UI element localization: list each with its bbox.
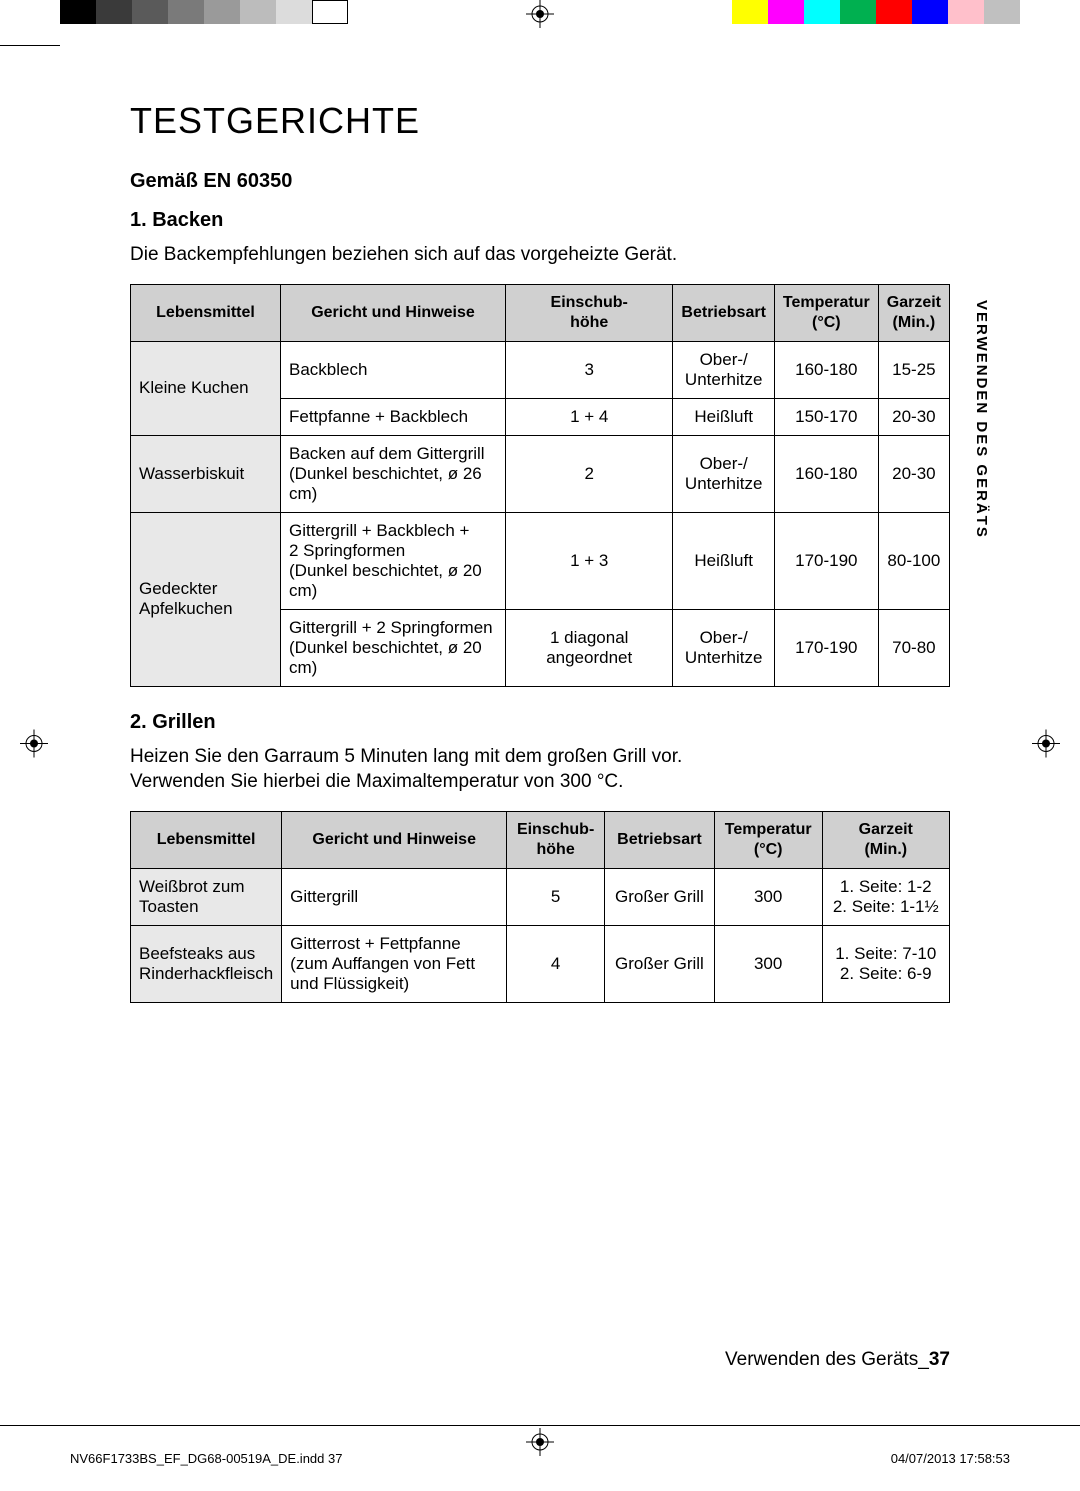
table-row: Beefsteaks aus RinderhackfleischGitterro… — [131, 925, 950, 1002]
footer-page-number: 37 — [929, 1349, 950, 1370]
color-swatch — [912, 0, 948, 24]
cell-time: 70-80 — [878, 609, 949, 686]
footer-timestamp: 04/07/2013 17:58:53 — [891, 1451, 1010, 1466]
cell-temp: 160-180 — [774, 341, 878, 398]
footer-filename: NV66F1733BS_EF_DG68-00519A_DE.indd 37 — [70, 1451, 342, 1466]
color-swatch — [948, 0, 984, 24]
cell-dish: Fettpfanne + Backblech — [281, 398, 506, 435]
color-swatch — [840, 0, 876, 24]
cell-mode: Ober-/Unterhitze — [673, 609, 774, 686]
page-title: TESTGERICHTE — [130, 100, 950, 142]
cell-mode: Heißluft — [673, 398, 774, 435]
cell-temp: 300 — [714, 868, 822, 925]
footer-page-label: Verwenden des Geräts_37 — [725, 1349, 950, 1371]
cell-dish: Gitterrost + Fettpfanne(zum Auffangen vo… — [282, 925, 507, 1002]
color-swatch — [312, 0, 348, 24]
color-swatch — [240, 0, 276, 24]
color-swatch — [168, 0, 204, 24]
color-swatch — [60, 0, 96, 24]
crop-line-top — [0, 45, 60, 46]
cell-level: 4 — [507, 925, 605, 1002]
cell-temp: 170-190 — [774, 609, 878, 686]
cell-level: 1 diagonal angeordnet — [506, 609, 673, 686]
th-level: Einschub-höhe — [506, 284, 673, 341]
cell-temp: 150-170 — [774, 398, 878, 435]
color-swatch — [804, 0, 840, 24]
registration-mark-left — [20, 729, 48, 762]
section1-intro: Die Backempfehlungen beziehen sich auf d… — [130, 242, 950, 268]
cell-mode: Ober-/Unterhitze — [673, 341, 774, 398]
registration-mark-right — [1032, 729, 1060, 762]
cell-time: 1. Seite: 7-102. Seite: 6-9 — [822, 925, 949, 1002]
th-food: Lebensmittel — [131, 284, 281, 341]
table-row: Kleine KuchenBackblech3Ober-/Unterhitze1… — [131, 341, 950, 398]
color-swatch — [276, 0, 312, 24]
cell-food: Kleine Kuchen — [131, 341, 281, 435]
cell-mode: Großer Grill — [605, 925, 715, 1002]
cell-level: 1 + 3 — [506, 512, 673, 609]
crop-line-bottom — [0, 1425, 1080, 1426]
page-content: TESTGERICHTE Gemäß EN 60350 1. Backen Di… — [130, 100, 950, 1027]
cell-dish: Backen auf dem Gittergrill(Dunkel beschi… — [281, 435, 506, 512]
cell-time: 20-30 — [878, 398, 949, 435]
cell-dish: Gittergrill — [282, 868, 507, 925]
th-time: Garzeit(Min.) — [822, 811, 949, 868]
cell-food: Beefsteaks aus Rinderhackfleisch — [131, 925, 282, 1002]
registration-mark-top — [526, 0, 554, 33]
grilling-table: Lebensmittel Gericht und Hinweise Einsch… — [130, 811, 950, 1003]
cell-mode: Großer Grill — [605, 868, 715, 925]
cell-temp: 300 — [714, 925, 822, 1002]
cell-mode: Ober-/Unterhitze — [673, 435, 774, 512]
th-mode: Betriebsart — [605, 811, 715, 868]
th-dish: Gericht und Hinweise — [281, 284, 506, 341]
th-mode: Betriebsart — [673, 284, 774, 341]
table-row: Gedeckter ApfelkuchenGittergrill + Backb… — [131, 512, 950, 609]
th-level: Einschub-höhe — [507, 811, 605, 868]
color-swatch — [132, 0, 168, 24]
cell-level: 2 — [506, 435, 673, 512]
color-swatch — [732, 0, 768, 24]
cell-food: Wasserbiskuit — [131, 435, 281, 512]
section1-heading: 1. Backen — [130, 209, 950, 232]
table-row: WasserbiskuitBacken auf dem Gittergrill(… — [131, 435, 950, 512]
color-swatch — [204, 0, 240, 24]
color-swatch — [876, 0, 912, 24]
cell-food: Weißbrot zum Toasten — [131, 868, 282, 925]
color-swatch — [768, 0, 804, 24]
cell-level: 5 — [507, 868, 605, 925]
baking-table: Lebensmittel Gericht und Hinweise Einsch… — [130, 284, 950, 687]
color-swatch — [984, 0, 1020, 24]
cell-food: Gedeckter Apfelkuchen — [131, 512, 281, 686]
footer-section-name: Verwenden des Geräts_ — [725, 1349, 929, 1370]
print-footer: NV66F1733BS_EF_DG68-00519A_DE.indd 37 04… — [70, 1451, 1010, 1466]
th-food: Lebensmittel — [131, 811, 282, 868]
section2-intro: Heizen Sie den Garraum 5 Minuten lang mi… — [130, 744, 950, 795]
cell-level: 3 — [506, 341, 673, 398]
th-dish: Gericht und Hinweise — [282, 811, 507, 868]
cell-time: 80-100 — [878, 512, 949, 609]
table-row: Weißbrot zum ToastenGittergrill5Großer G… — [131, 868, 950, 925]
color-swatch — [96, 0, 132, 24]
side-tab-label: VERWENDEN DES GERÄTS — [973, 300, 990, 539]
th-time: Garzeit(Min.) — [878, 284, 949, 341]
standard-label: Gemäß EN 60350 — [130, 170, 950, 193]
section2-heading: 2. Grillen — [130, 711, 950, 734]
cell-temp: 160-180 — [774, 435, 878, 512]
cell-temp: 170-190 — [774, 512, 878, 609]
cell-time: 20-30 — [878, 435, 949, 512]
cell-time: 15-25 — [878, 341, 949, 398]
cell-dish: Backblech — [281, 341, 506, 398]
cell-level: 1 + 4 — [506, 398, 673, 435]
cell-time: 1. Seite: 1-22. Seite: 1-1½ — [822, 868, 949, 925]
cell-dish: Gittergrill + Backblech +2 Springformen(… — [281, 512, 506, 609]
th-temp: Temperatur(°C) — [774, 284, 878, 341]
th-temp: Temperatur(°C) — [714, 811, 822, 868]
cell-mode: Heißluft — [673, 512, 774, 609]
cell-dish: Gittergrill + 2 Springformen(Dunkel besc… — [281, 609, 506, 686]
